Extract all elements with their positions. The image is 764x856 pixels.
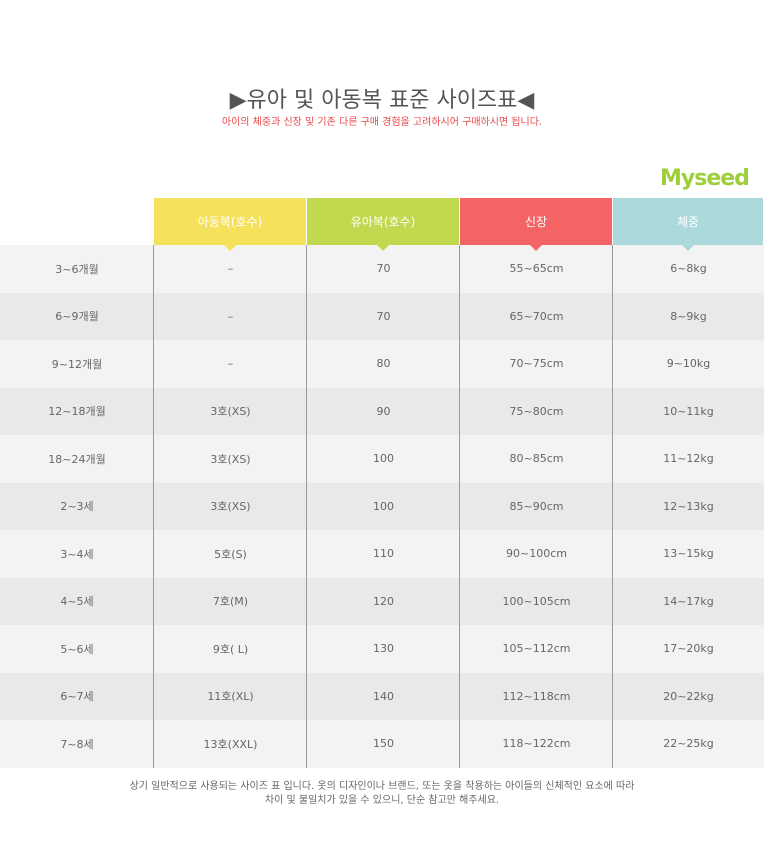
table-cell: 90~100cm: [506, 547, 567, 561]
table-cell: 11호(XL): [207, 690, 254, 704]
table-row: 6~9개월 – 70 65~70cm 8~9kg: [0, 292, 764, 340]
header-text: 유아복(호수): [350, 215, 416, 229]
table-cell: 12~18개월: [48, 405, 106, 419]
table-cell: 2~3세: [60, 500, 94, 514]
table-cell: 13~15kg: [663, 547, 714, 561]
table-row: 3~4세 5호(S) 110 90~100cm 13~15kg: [0, 530, 764, 578]
table-cell: –: [227, 262, 234, 276]
table-cell: 100~105cm: [502, 594, 571, 608]
table-cell: 6~9개월: [55, 310, 99, 324]
table-row: 4~5세 7호(M) 120 100~105cm 14~17kg: [0, 577, 764, 625]
table-cell: 22~25kg: [663, 737, 714, 751]
table-cell: 3호(XS): [210, 452, 251, 466]
header-pointer: [377, 245, 389, 251]
title: ▶유아 및 아동복 표준 사이즈표◀: [229, 88, 535, 113]
table-cell: 100: [373, 499, 394, 513]
subtitle: 아이의 체중과 신장 및 기존 다른 구매 경험을 고려하시어 구매하시면 됩니…: [221, 117, 543, 128]
header-cell: 신장: [460, 198, 612, 251]
table-cell: 105~112cm: [502, 642, 571, 656]
table-row: 7~8세 13호(XXL) 150 118~122cm 22~25kg: [0, 720, 764, 768]
table-row: 2~3세 3호(XS) 100 85~90cm 12~13kg: [0, 482, 764, 530]
table-cell: 55~65cm: [509, 262, 564, 276]
column-divider: [459, 245, 460, 768]
header-pointer: [682, 245, 694, 251]
table-row: 5~6세 9호( L) 130 105~112cm 17~20kg: [0, 625, 764, 673]
table-cell: 70~75cm: [509, 357, 564, 371]
table-row: 3~6개월 – 70 55~65cm 6~8kg: [0, 245, 764, 293]
column-divider: [306, 245, 307, 768]
footer: 상기 일반적으로 사용되는 사이즈 표 입니다. 옷의 디자인이나 브랜드, 또…: [0, 780, 764, 808]
header-cell: 체중: [613, 198, 763, 251]
table-cell: 75~80cm: [509, 404, 564, 418]
header-text: 체중: [676, 215, 700, 229]
footer-line: 차이 및 불일치가 있을 수 있으니, 단순 참고만 해주세요.: [264, 795, 500, 806]
table-cell: 85~90cm: [509, 499, 564, 513]
table-cell: 70: [376, 262, 391, 276]
table-cell: 100: [373, 452, 394, 466]
header-pointer: [224, 245, 236, 251]
table-cell: 11~12kg: [663, 452, 714, 466]
table-row: 9~12개월 – 80 70~75cm 9~10kg: [0, 340, 764, 388]
table-cell: 65~70cm: [509, 309, 564, 323]
header-pointer: [530, 245, 542, 251]
column-divider: [612, 245, 613, 768]
table-cell: 13호(XXL): [203, 737, 258, 751]
table-cell: 130: [373, 642, 394, 656]
table-cell: 6~7세: [60, 690, 94, 704]
table-cell: 14~17kg: [663, 594, 714, 608]
table-cell: 3호(XS): [210, 405, 251, 419]
table-cell: 9호( L): [212, 642, 249, 656]
table-row: 12~18개월 3호(XS) 90 75~80cm 10~11kg: [0, 387, 764, 435]
table-cell: 150: [373, 737, 394, 751]
table-cell: 110: [373, 547, 394, 561]
table-cell: 4~5세: [60, 595, 94, 609]
footer-line: 상기 일반적으로 사용되는 사이즈 표 입니다. 옷의 디자인이나 브랜드, 또…: [129, 781, 635, 792]
header-text: 아동복(호수): [197, 215, 263, 229]
table-cell: 6~8kg: [670, 262, 707, 276]
header-text: 신장: [524, 215, 548, 229]
table-cell: 8~9kg: [670, 309, 707, 323]
table-cell: 9~10kg: [666, 357, 711, 371]
table-cell: 5호(S): [214, 547, 247, 561]
table-cell: 10~11kg: [663, 404, 714, 418]
table-cell: 90: [376, 404, 391, 418]
table-cell: 80~85cm: [509, 452, 564, 466]
logo: Myseed: [660, 166, 750, 191]
table-cell: 120: [373, 594, 394, 608]
table-cell: 5~6세: [60, 642, 94, 656]
table-cell: 118~122cm: [502, 737, 571, 751]
table-cell: 9~12개월: [51, 357, 103, 371]
table-cell: 112~118cm: [502, 689, 571, 703]
table-cell: 7호(M): [212, 595, 249, 609]
table-cell: 7~8세: [60, 737, 94, 751]
table-cell: –: [227, 357, 234, 371]
table-cell: –: [227, 309, 234, 323]
table-cell: 18~24개월: [48, 452, 106, 466]
table-cell: 3호(XS): [210, 500, 251, 514]
table-cell: 80: [376, 357, 391, 371]
table-cell: 3~6개월: [55, 262, 99, 276]
header-cell: 아동복(호수): [154, 198, 306, 251]
header-cell: 유아복(호수): [307, 198, 459, 251]
table-cell: 140: [373, 689, 394, 703]
table-row: 6~7세 11호(XL) 140 112~118cm 20~22kg: [0, 672, 764, 720]
column-divider: [153, 245, 154, 768]
table-cell: 17~20kg: [663, 642, 714, 656]
table-cell: 70: [376, 309, 391, 323]
table-cell: 20~22kg: [663, 689, 714, 703]
table-cell: 3~4세: [60, 547, 94, 561]
table-row: 18~24개월 3호(XS) 100 80~85cm 11~12kg: [0, 435, 764, 483]
table-cell: 12~13kg: [663, 499, 714, 513]
